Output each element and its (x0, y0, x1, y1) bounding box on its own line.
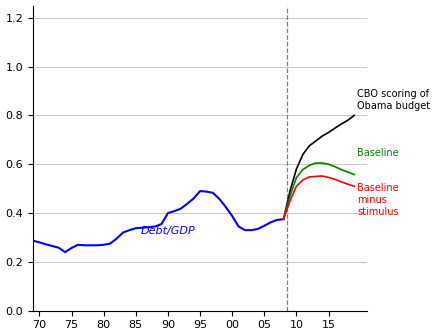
Text: CBO scoring of
Obama budget: CBO scoring of Obama budget (358, 89, 431, 111)
Text: Baseline
minus
stimulus: Baseline minus stimulus (358, 182, 399, 217)
Text: Baseline: Baseline (358, 148, 399, 158)
Text: Debt/GDP: Debt/GDP (140, 226, 195, 236)
